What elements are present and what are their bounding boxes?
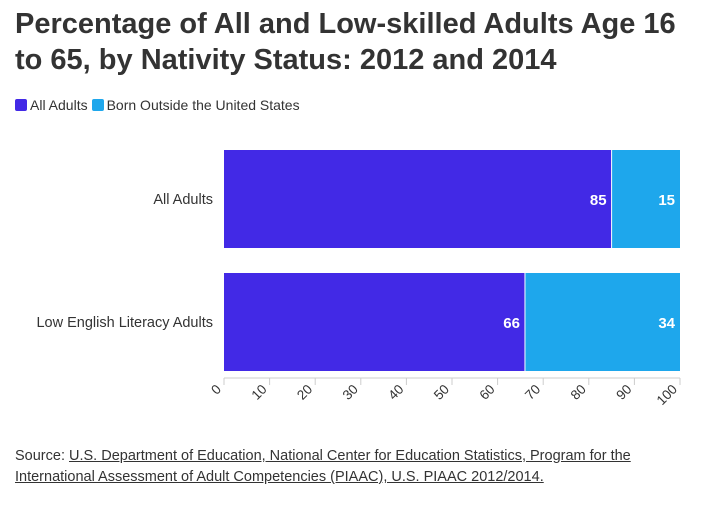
source-note: Source: U.S. Department of Education, Na… [15, 446, 695, 488]
x-tick-label-40: 40 [385, 382, 406, 403]
legend-label-all-adults: All Adults [30, 97, 88, 113]
legend-swatch-born-outside [91, 99, 104, 111]
bar-all-adults-low-english-literacy-adults [224, 273, 525, 371]
source-link[interactable]: U.S. Department of Education, National C… [15, 448, 631, 485]
data-label-all-adults-low-english-literacy-adults: 66 [503, 315, 520, 332]
chart-legend: All Adults Born Outside the United State… [15, 96, 304, 114]
bar-all-adults-all-adults [224, 150, 612, 248]
x-tick-label-50: 50 [431, 382, 452, 403]
chart-title: Percentage of All and Low-skilled Adults… [15, 8, 676, 76]
category-label-low-english-literacy-adults: Low English Literacy Adults [36, 315, 213, 331]
legend-swatch-all-adults [15, 99, 27, 111]
data-label-all-adults-all-adults: 85 [590, 192, 607, 209]
data-label-born-outside-the-united-states-all-adults: 15 [658, 192, 675, 209]
bar-born-outside-the-united-states-all-adults [611, 150, 680, 248]
x-tick-label-10: 10 [248, 382, 269, 403]
legend-item-all-adults[interactable]: All Adults [15, 97, 88, 113]
x-tick-label-90: 90 [613, 382, 634, 403]
x-tick-label-30: 30 [340, 382, 361, 403]
source-prefix: Source: [15, 448, 69, 464]
category-label-all-adults: All Adults [153, 192, 213, 208]
legend-item-born-outside[interactable]: Born Outside the United States [91, 97, 300, 113]
x-tick-label-20: 20 [294, 382, 315, 403]
x-tick-label-100: 100 [654, 382, 681, 409]
x-tick-label-0: 0 [208, 382, 224, 398]
bar-chart: All Adults 85 15 Low English Literacy Adult… [36, 150, 681, 409]
x-tick-label-80: 80 [568, 382, 589, 403]
x-tick-label-70: 70 [522, 382, 543, 403]
x-tick-label-60: 60 [476, 382, 497, 403]
bar-born-outside-the-united-states-low-english-literacy-adults [524, 273, 680, 371]
data-label-born-outside-the-united-states-low-english-literacy-adults: 34 [658, 315, 675, 332]
legend-label-born-outside: Born Outside the United States [106, 97, 300, 113]
